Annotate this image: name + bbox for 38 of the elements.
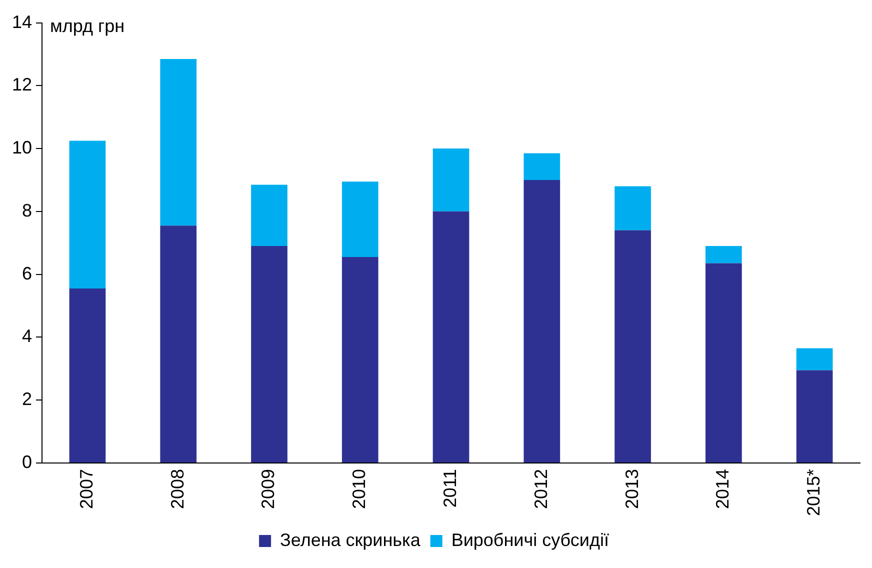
y-tick-label: 8 <box>22 200 32 220</box>
bar <box>69 288 106 462</box>
bar <box>342 182 378 258</box>
x-tick-label: 2011 <box>440 468 460 508</box>
bar <box>432 148 470 212</box>
bar <box>432 211 470 462</box>
y-tick-label: 4 <box>22 326 32 346</box>
bar <box>342 257 378 462</box>
x-tick-label: 2007 <box>76 468 96 509</box>
bar <box>796 348 833 370</box>
bar <box>524 153 560 180</box>
y-tick-label: 10 <box>12 138 32 158</box>
bar <box>251 184 288 246</box>
x-tick-label: 2013 <box>622 468 642 509</box>
x-tick-label: 2008 <box>167 468 188 509</box>
x-tick-label: 2012 <box>530 468 551 509</box>
x-tick-label: 2009 <box>258 468 278 509</box>
y-axis-title: млрд грн <box>50 16 125 36</box>
x-tick-label: 2014 <box>712 468 733 509</box>
bar <box>614 230 651 462</box>
legend-label: Виробничі субсидії <box>451 530 609 550</box>
bar <box>705 263 742 462</box>
bar <box>251 246 288 462</box>
bar <box>705 246 742 264</box>
x-tick-label: 2010 <box>349 468 370 509</box>
bar <box>614 186 651 230</box>
bar <box>69 140 106 288</box>
x-tick-label: 2015* <box>804 468 824 516</box>
y-tick-label: 6 <box>22 263 32 284</box>
y-tick-label: 14 <box>12 12 32 32</box>
y-tick-label: 0 <box>22 452 32 472</box>
bar <box>796 370 833 462</box>
bar <box>160 58 197 226</box>
bar <box>160 226 197 462</box>
legend-label: Зелена скринька <box>280 530 422 550</box>
y-tick-label: 2 <box>22 389 32 410</box>
y-tick-label: 12 <box>12 74 32 95</box>
bar <box>524 180 560 462</box>
